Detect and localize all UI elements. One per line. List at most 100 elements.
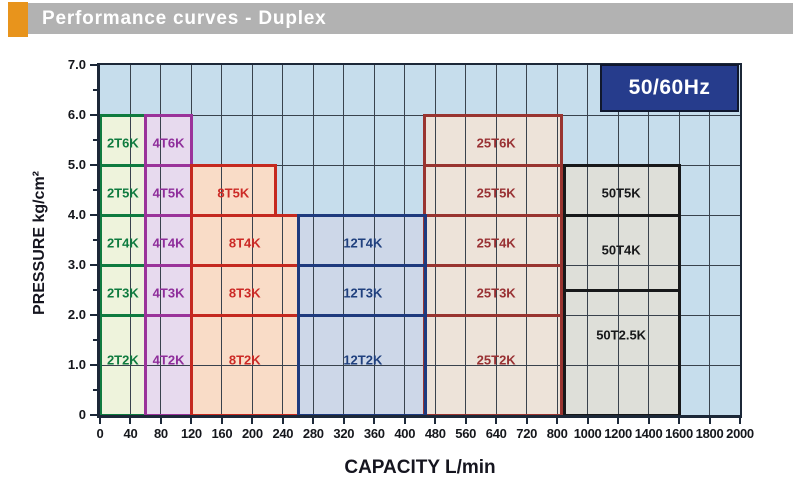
grid-line-vertical [160, 65, 162, 415]
x-tick-mark [190, 418, 193, 424]
x-tick-label: 360 [363, 426, 385, 441]
grid-line-horizontal [100, 164, 740, 166]
plot-area: 2T6K 2T5K 2T4K 2T3K 2T2K 4T6K 4T5K 4T4K 4T3K 4T2K… [100, 65, 740, 415]
region-4T-divider [145, 163, 192, 167]
region-label-25T6K: 25T6K [476, 135, 516, 150]
x-tick-label: 2000 [726, 426, 754, 441]
x-tick-label: 80 [154, 426, 168, 441]
x-tick-mark [251, 418, 254, 424]
frequency-badge-label: 50/60Hz [628, 76, 711, 99]
grid-line-vertical [404, 65, 406, 415]
grid-line-horizontal [100, 114, 740, 116]
x-tick-label: 1600 [665, 426, 693, 441]
region-2T-divider [100, 213, 146, 217]
x-tick-label: 640 [485, 426, 507, 441]
x-tick-label: 1400 [634, 426, 663, 441]
header-accent-block [8, 2, 28, 37]
region-label-4T6K: 4T6K [152, 135, 185, 150]
x-tick-mark [373, 418, 376, 424]
grid-line-vertical [556, 65, 558, 415]
region-25T-divider [424, 163, 562, 167]
region-4T-divider [145, 263, 192, 267]
x-tick-mark [495, 418, 498, 424]
x-tick-mark [617, 418, 620, 424]
region-25T-divider [424, 263, 562, 267]
grid-line-vertical [526, 65, 528, 415]
grid-line-vertical [465, 65, 467, 415]
grid-line-vertical [312, 65, 314, 415]
region-label-25T5K: 25T5K [476, 185, 516, 200]
grid-line-vertical [251, 65, 253, 415]
region-label-2T2K: 2T2K [106, 352, 139, 368]
x-tick-label: 720 [516, 426, 538, 441]
x-tick-mark [312, 418, 315, 424]
region-label-8T3K: 8T3K [228, 285, 261, 300]
x-axis-title: CAPACITY L/min [344, 457, 496, 478]
grid-line-vertical [648, 65, 650, 415]
x-tick-label: 0 [96, 426, 104, 441]
frequency-badge: 50/60Hz [600, 64, 739, 112]
y-tick-mark [90, 114, 98, 116]
y-minor-tick-mark [93, 239, 98, 241]
x-tick-mark [129, 418, 132, 424]
region-label-2T3K: 2T3K [106, 285, 139, 300]
x-tick-mark [678, 418, 681, 424]
grid-line-vertical [434, 65, 436, 415]
grid-line-vertical [587, 65, 589, 415]
region-label-4T2K: 4T2K [152, 352, 185, 368]
y-minor-tick-mark [93, 139, 98, 141]
x-tick-mark [708, 418, 711, 424]
grid-line-vertical [282, 65, 284, 415]
x-tick-mark [342, 418, 345, 424]
x-tick-label: 320 [333, 426, 355, 441]
y-tick-label: 0 [78, 407, 86, 422]
region-label-50T2.5K: 50T2.5K [596, 327, 647, 343]
region-8T-divider [191, 313, 299, 317]
y-minor-tick-mark [93, 89, 98, 91]
x-tick-mark [403, 418, 406, 424]
y-tick-mark [90, 314, 98, 316]
x-tick-mark [464, 418, 467, 424]
region-12T-divider [298, 313, 426, 317]
x-tick-label: 400 [394, 426, 416, 441]
x-axis-line [97, 415, 742, 418]
y-tick-label: 1.0 [67, 357, 86, 372]
x-tick-mark [647, 418, 650, 424]
x-tick-label: 40 [123, 426, 138, 441]
region-label-2T6K: 2T6K [106, 135, 139, 150]
region-8T-divider [191, 263, 299, 267]
x-tick-mark [434, 418, 437, 424]
region-25T-divider [424, 213, 562, 217]
x-tick-label: 120 [181, 426, 202, 441]
region-label-50T5K: 50T5K [601, 185, 641, 200]
y-tick-label: 5.0 [67, 157, 86, 172]
x-tick-label: 1800 [695, 426, 724, 441]
grid-line-vertical [221, 65, 223, 415]
x-tick-label: 800 [546, 426, 568, 441]
grid-line-vertical [709, 65, 711, 415]
region-2T-divider [100, 313, 146, 317]
x-tick-mark [739, 418, 741, 424]
region-label-4T4K: 4T4K [152, 235, 185, 250]
y-minor-tick-mark [93, 389, 98, 391]
region-label-4T5K: 4T5K [152, 185, 185, 200]
region-12T-divider [298, 263, 426, 267]
x-tick-mark [556, 418, 559, 424]
region-label-4T3K: 4T3K [152, 285, 185, 300]
grid-line-vertical [495, 65, 497, 415]
region-50T-divider [564, 213, 680, 217]
region-2T-divider [100, 163, 146, 167]
x-tick-mark [159, 418, 162, 424]
plot-frame-top [98, 63, 742, 65]
region-label-8T2K: 8T2K [228, 352, 261, 368]
region-label-12T4K: 12T4K [343, 235, 383, 250]
region-50T-divider [564, 288, 680, 292]
y-tick-label: 6.0 [67, 107, 86, 122]
header-bar: Performance curves - Duplex [28, 3, 793, 34]
y-tick-label: 4.0 [67, 207, 86, 222]
y-axis-title: PRESSURE kg/cm² [31, 170, 48, 316]
region-2T-divider [100, 263, 146, 267]
y-minor-tick-mark [93, 339, 98, 341]
x-tick-label: 280 [302, 426, 324, 441]
region-label-25T4K: 25T4K [476, 235, 516, 250]
